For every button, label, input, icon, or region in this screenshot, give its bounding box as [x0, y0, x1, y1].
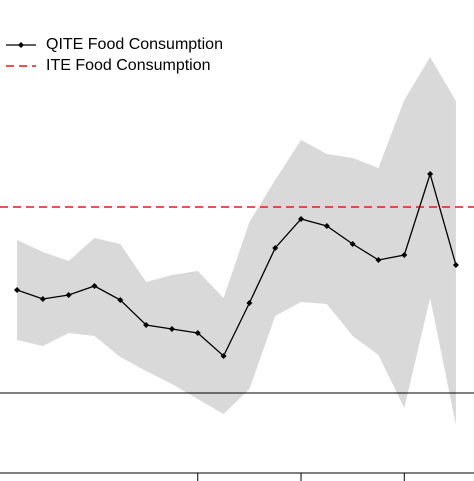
point-marker: [272, 245, 279, 251]
point-marker: [14, 287, 21, 293]
point-marker: [323, 223, 330, 229]
point-marker: [220, 353, 227, 359]
legend-marker: [18, 42, 24, 48]
point-marker: [452, 262, 459, 268]
point-marker: [65, 292, 72, 298]
confidence-band: [17, 57, 456, 425]
point-marker: [401, 252, 408, 258]
point-marker: [246, 300, 253, 306]
series-line: [16, 171, 457, 358]
point-marker: [143, 322, 150, 328]
point-marker: [117, 297, 124, 303]
point-marker: [375, 257, 382, 263]
point-marker: [194, 330, 201, 336]
point-marker: [298, 216, 305, 222]
point-marker: [427, 171, 434, 177]
point-marker: [39, 296, 46, 302]
point-marker: [91, 283, 98, 289]
legend-label: QITE Food Consumption: [46, 36, 223, 53]
point-marker: [349, 241, 356, 247]
legend-label: ITE Food Consumption: [46, 57, 211, 74]
point-marker: [168, 326, 175, 332]
